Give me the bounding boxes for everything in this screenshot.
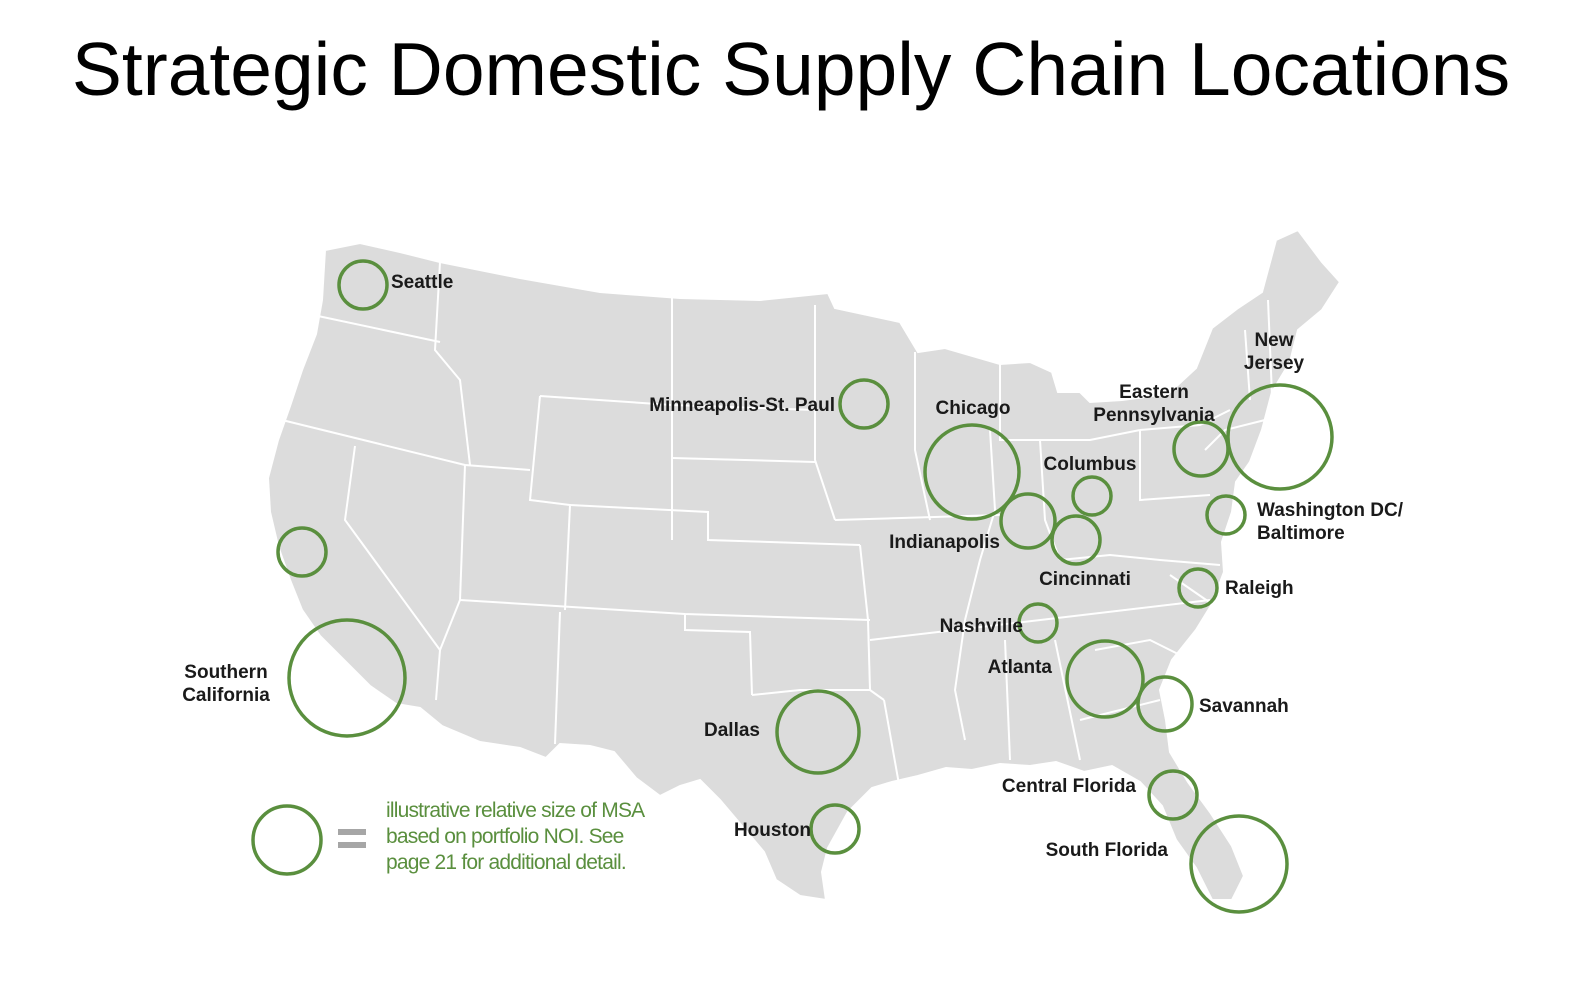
market-bubble-washington-baltimore	[1205, 494, 1247, 536]
legend-equals-icon-bar2	[338, 842, 366, 848]
label-raleigh: Raleigh	[1225, 578, 1294, 599]
market-bubble-northern-california	[276, 526, 328, 578]
market-bubble-minneapolis	[838, 378, 890, 430]
market-bubble-central-florida	[1147, 769, 1199, 821]
label-seattle: Seattle	[391, 272, 453, 293]
label-minneapolis: Minneapolis-St. Paul	[649, 395, 835, 416]
legend-line: based on portfolio NOI. See	[386, 825, 624, 848]
market-labels: Seattle Southern California Minneapolis-…	[182, 272, 1404, 861]
label-new-jersey-line1: New	[1254, 330, 1293, 351]
label-columbus: Columbus	[1044, 454, 1137, 475]
legend-line: illustrative relative size of MSA	[386, 799, 645, 822]
legend	[251, 804, 366, 876]
label-south-florida: South Florida	[1046, 840, 1169, 861]
label-houston: Houston	[734, 820, 811, 841]
market-bubble-nashville	[1017, 602, 1059, 644]
legend-text: illustrative relative size of MSA based …	[386, 798, 656, 876]
market-bubble-indianapolis	[999, 492, 1057, 550]
market-bubble-southern-california	[287, 618, 407, 738]
legend-circle-icon	[251, 804, 323, 876]
legend-equals-icon	[338, 829, 366, 835]
label-nashville: Nashville	[940, 616, 1023, 637]
market-bubble-new-jersey	[1226, 383, 1334, 491]
market-bubble-atlanta	[1065, 639, 1145, 719]
market-bubbles	[276, 259, 1334, 914]
legend-line: page 21 for additional detail.	[386, 851, 627, 874]
label-dallas: Dallas	[704, 720, 760, 741]
label-indianapolis: Indianapolis	[889, 532, 1000, 553]
label-chicago: Chicago	[936, 398, 1011, 419]
label-new-jersey-line2: Jersey	[1244, 353, 1305, 374]
market-bubble-seattle	[337, 259, 389, 311]
market-bubble-columbus	[1071, 475, 1113, 517]
label-central-florida: Central Florida	[1002, 776, 1137, 797]
state-borders	[281, 261, 1273, 791]
market-bubble-dallas	[775, 689, 861, 775]
label-washington-line2: Baltimore	[1257, 523, 1345, 544]
market-bubble-south-florida	[1189, 814, 1289, 914]
label-southern-california-line2: California	[182, 685, 270, 706]
page-title: Strategic Domestic Supply Chain Location…	[71, 27, 1511, 111]
label-eastern-pennsylvania-line2: Pennsylvania	[1093, 405, 1215, 426]
market-bubble-savannah	[1136, 675, 1194, 733]
label-washington-line1: Washington DC/	[1257, 500, 1404, 521]
market-bubble-houston	[809, 803, 861, 855]
label-atlanta: Atlanta	[988, 657, 1053, 678]
label-cincinnati: Cincinnati	[1039, 569, 1131, 590]
label-savannah: Savannah	[1199, 696, 1289, 717]
market-bubble-raleigh	[1177, 567, 1219, 609]
us-landmass	[266, 228, 1342, 902]
market-bubble-chicago	[923, 423, 1021, 521]
label-southern-california-line1: Southern	[184, 662, 267, 683]
market-bubble-cincinnati	[1050, 514, 1102, 566]
label-eastern-pennsylvania-line1: Eastern	[1119, 382, 1189, 403]
